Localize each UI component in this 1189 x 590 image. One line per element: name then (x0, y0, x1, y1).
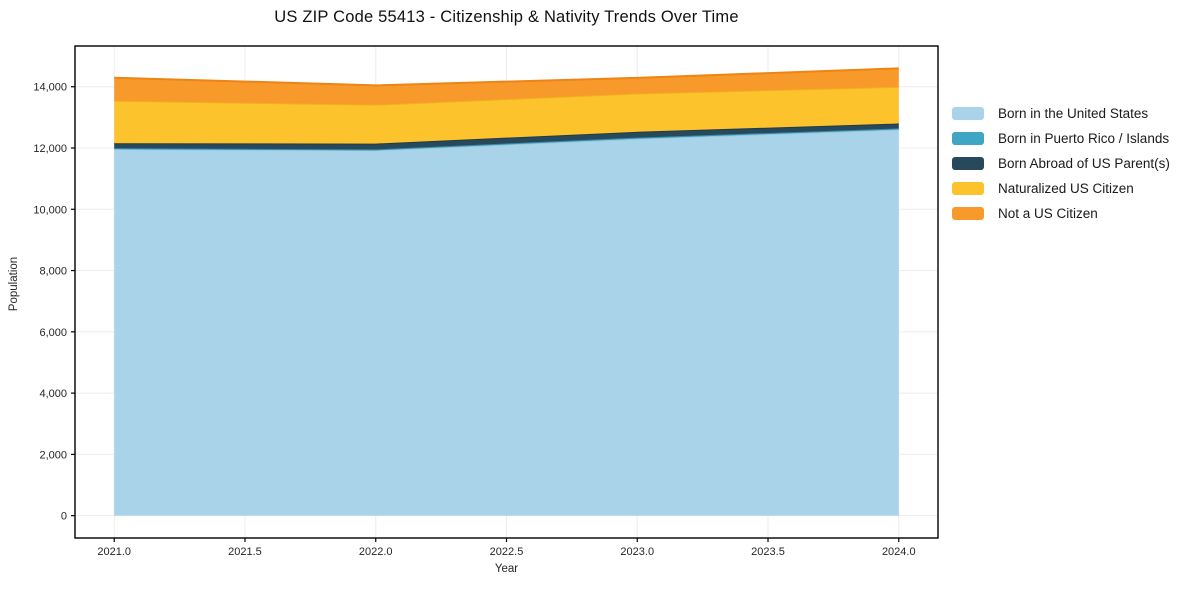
y-tick-label: 10,000 (33, 204, 67, 216)
y-tick-label: 6,000 (39, 327, 67, 339)
x-axis-label: Year (494, 563, 519, 575)
x-tick-label: 2021.0 (97, 546, 131, 558)
legend-label: Born in the United States (998, 106, 1149, 121)
legend-item: Born in the United States (952, 101, 1170, 126)
y-tick-label: 8,000 (39, 266, 67, 278)
y-tick-label: 4,000 (39, 388, 67, 400)
legend-label: Not a US Citizen (998, 206, 1098, 221)
x-tick-label: 2023.0 (620, 546, 654, 558)
legend-label: Naturalized US Citizen (998, 181, 1134, 196)
chart-title: US ZIP Code 55413 - Citizenship & Nativi… (274, 8, 739, 26)
legend-swatch (952, 207, 984, 220)
y-tick-label: 12,000 (33, 143, 67, 155)
y-tick-label: 2,000 (39, 449, 67, 461)
x-tick-label: 2024.0 (882, 546, 916, 558)
area-series (114, 68, 899, 105)
legend-swatch (952, 107, 984, 120)
area-series (114, 86, 899, 144)
y-tick-label: 14,000 (33, 82, 67, 94)
legend-item: Born Abroad of US Parent(s) (952, 151, 1170, 176)
y-tick-label: 0 (61, 511, 67, 523)
y-axis-label: Population (8, 256, 20, 312)
plot-border (74, 45, 939, 539)
legend-item: Born in Puerto Rico / Islands (952, 126, 1170, 151)
x-tick-label: 2023.5 (751, 546, 785, 558)
area-series-edge (114, 67, 899, 87)
legend-item: Naturalized US Citizen (952, 176, 1170, 201)
legend-swatch (952, 132, 984, 145)
legend-item: Not a US Citizen (952, 201, 1170, 226)
area-series (114, 129, 899, 516)
x-tick-label: 2022.5 (490, 546, 524, 558)
legend-swatch (952, 157, 984, 170)
x-tick-label: 2022.0 (359, 546, 393, 558)
legend-swatch (952, 182, 984, 195)
legend: Born in the United States Born in Puerto … (952, 101, 1170, 226)
x-tick-label: 2021.5 (228, 546, 262, 558)
legend-label: Born in Puerto Rico / Islands (998, 131, 1170, 146)
legend-label: Born Abroad of US Parent(s) (998, 156, 1170, 171)
